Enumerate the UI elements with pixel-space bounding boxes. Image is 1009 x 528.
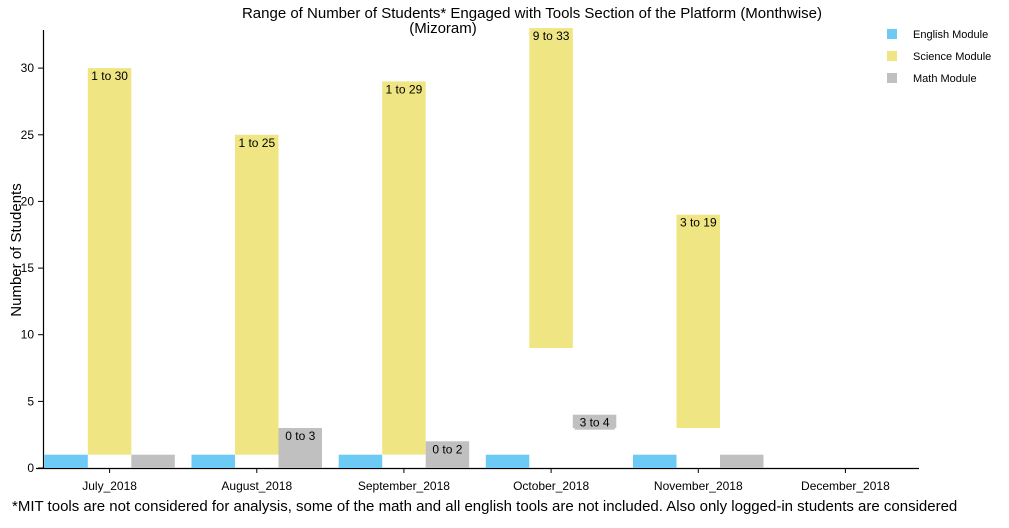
data-label: 1 to 29 — [386, 82, 423, 96]
y-tick-label: 30 — [21, 61, 35, 75]
data-label: 1 to 30 — [91, 69, 128, 83]
x-tick-label: September_2018 — [358, 479, 450, 493]
bar-science-module-october_2018 — [529, 28, 573, 348]
chart-subtitle: (Mizoram) — [409, 20, 477, 37]
y-tick-label: 15 — [21, 261, 35, 275]
data-label: 3 to 19 — [680, 216, 717, 230]
axis-ticks-layer: July_2018 August_2018 September_2018 Octobe… — [21, 61, 890, 493]
bar-science-module-september_2018 — [382, 81, 426, 455]
bar-english-module-august_2018 — [191, 454, 235, 468]
y-tick-label: 20 — [21, 194, 35, 208]
data-label-background — [89, 69, 130, 84]
x-tick-label: October_2018 — [513, 479, 589, 493]
y-tick-label: 5 — [27, 394, 34, 408]
data-label: 1 to 25 — [238, 136, 275, 150]
bar-english-module-november_2018 — [633, 454, 677, 468]
bar-english-module-october_2018 — [485, 454, 530, 468]
y-tick-label: 0 — [27, 461, 34, 475]
footnote: *MIT tools are not considered for analys… — [12, 498, 958, 515]
data-label-background — [427, 442, 468, 457]
bar-english-module-july_2018 — [44, 454, 88, 468]
data-label-background — [574, 415, 615, 430]
x-tick-label: July_2018 — [82, 479, 137, 493]
legend-swatch — [887, 73, 897, 83]
y-axis-title: Number of Students — [8, 183, 25, 316]
data-label: 0 to 3 — [285, 429, 315, 443]
chart: Range of Number of Students* Engaged wit… — [8, 5, 991, 493]
legend-label: Math Module — [913, 73, 977, 85]
x-tick-label: December_2018 — [801, 479, 890, 493]
chart-title: Range of Number of Students* Engaged wit… — [242, 5, 822, 22]
y-tick-label: 10 — [21, 328, 35, 342]
data-label: 3 to 4 — [580, 416, 610, 430]
legend-swatch — [887, 29, 897, 39]
data-label-background — [531, 29, 572, 44]
bar-math-module-november_2018 — [720, 454, 764, 468]
bar-math-module-july_2018 — [131, 454, 175, 468]
data-label: 0 to 2 — [432, 442, 462, 456]
data-label: 9 to 33 — [533, 29, 570, 43]
data-label-background — [280, 429, 321, 443]
x-tick-label: November_2018 — [654, 479, 743, 493]
legend: English Module Science Module Math Module — [887, 29, 991, 85]
x-tick-label: August_2018 — [221, 479, 292, 493]
bar-english-module-september_2018 — [338, 454, 383, 468]
y-tick-label: 25 — [21, 128, 35, 142]
data-label-background — [236, 135, 277, 150]
legend-label: English Module — [913, 29, 988, 41]
legend-label: Science Module — [913, 51, 991, 63]
bar-science-module-august_2018 — [235, 134, 279, 455]
data-labels-layer: 1 to 30 1 to 25 0 to 3 1 to 29 0 to 2 9 to 33… — [89, 29, 719, 457]
legend-swatch — [887, 51, 897, 61]
bar-science-module-july_2018 — [87, 68, 132, 455]
bar-science-module-november_2018 — [676, 214, 720, 428]
data-label-background — [383, 82, 424, 97]
data-label-background — [678, 215, 719, 230]
